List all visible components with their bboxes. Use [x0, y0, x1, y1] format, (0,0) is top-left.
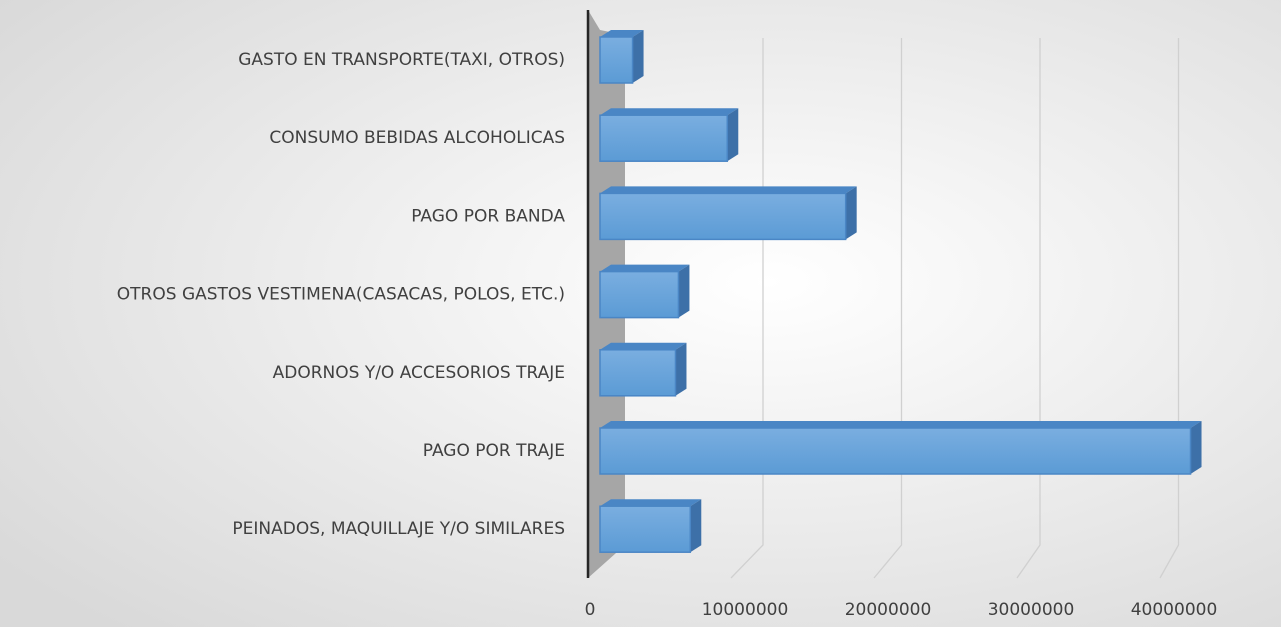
y-tick-label: ADORNOS Y/O ACCESORIOS TRAJE: [273, 363, 565, 383]
bar-top: [600, 421, 1202, 428]
bar-top: [600, 342, 687, 350]
bar: [599, 427, 1192, 475]
bar: [599, 114, 729, 162]
bar-top: [600, 186, 857, 194]
y-tick-label: PEINADOS, MAQUILLAJE Y/O SIMILARES: [232, 519, 565, 539]
x-tick-label: 10000000: [702, 600, 789, 620]
grid-line: [1159, 38, 1180, 579]
x-tick-label: 20000000: [845, 600, 932, 620]
bar: [599, 270, 680, 319]
bar: [599, 349, 677, 397]
grid-line: [873, 38, 903, 579]
bar-top: [600, 264, 690, 272]
bar-top: [600, 108, 739, 116]
y-tick-label: GASTO EN TRANSPORTE(TAXI, OTROS): [238, 50, 565, 70]
y-tick-label: CONSUMO BEBIDAS ALCOHOLICAS: [269, 128, 565, 148]
bar-side: [675, 342, 687, 396]
y-tick-label: OTROS GASTOS VESTIMENA(CASACAS, POLOS, E…: [117, 285, 565, 305]
y-tick-label: PAGO POR TRAJE: [423, 441, 565, 461]
bar-side: [1190, 421, 1202, 474]
bar-side: [632, 30, 644, 83]
bar: [599, 192, 847, 241]
bar-top: [600, 30, 644, 37]
bar-side: [727, 108, 739, 162]
bar: [599, 36, 634, 84]
bar-side: [845, 186, 857, 240]
x-tick-label: 40000000: [1131, 600, 1218, 620]
bar-top: [600, 499, 702, 507]
grid-line: [1016, 38, 1041, 579]
y-tick-label: PAGO POR BANDA: [411, 206, 565, 226]
bar-side: [690, 499, 702, 553]
x-tick-label: 0: [585, 600, 596, 620]
bar-side: [678, 264, 690, 318]
bar: [599, 505, 692, 553]
x-tick-label: 30000000: [988, 600, 1075, 620]
